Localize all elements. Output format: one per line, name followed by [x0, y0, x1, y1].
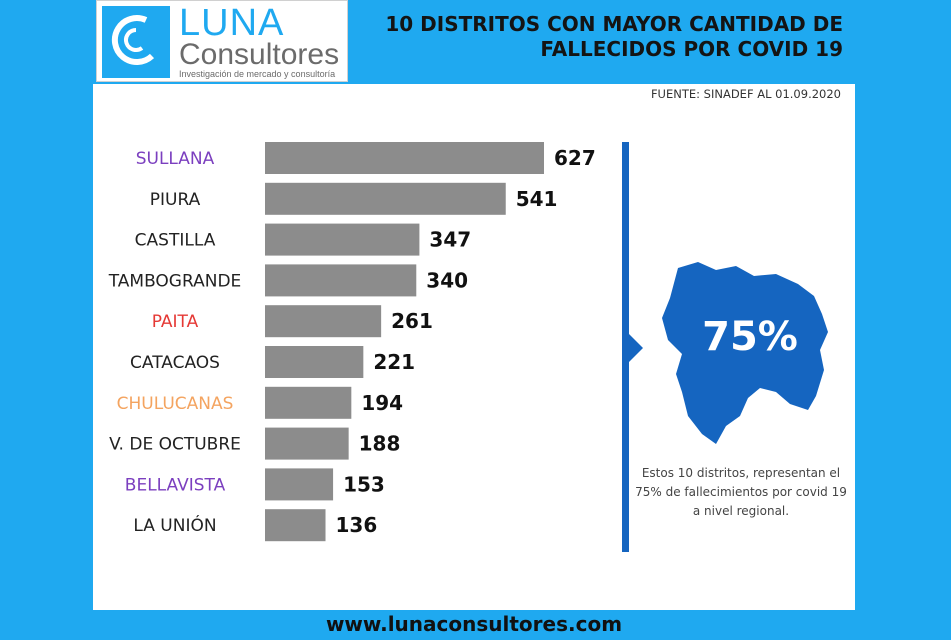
bar: [265, 223, 420, 256]
brand-name-line2: Consultores: [179, 38, 340, 71]
bar-chart: SULLANA 627 PIURA 541 CASTILLA 347 TAMBOGRANDE…: [108, 142, 596, 542]
chart-title-line2: FALLECIDOS POR COVID 19: [540, 37, 843, 61]
bar: [265, 182, 506, 215]
data-label: 188: [359, 432, 401, 456]
divider-bar: [622, 142, 629, 552]
category-label: BELLAVISTA: [125, 475, 226, 495]
category-label: LA UNIÓN: [133, 514, 216, 536]
data-label: 347: [429, 228, 471, 252]
data-label: 194: [361, 391, 403, 415]
divider-arrow-icon: [629, 334, 643, 362]
data-label: 136: [336, 513, 378, 537]
bar: [265, 386, 352, 419]
chart-title: 10 DISTRITOS CON MAYOR CANTIDAD DE FALLE…: [343, 12, 843, 62]
data-label: 153: [343, 472, 385, 496]
bar: [265, 509, 326, 542]
brand-name-line1: LUNA: [179, 2, 285, 44]
data-label: 221: [373, 350, 415, 374]
bar: [265, 427, 349, 460]
source-note: FUENTE: SINADEF AL 01.09.2020: [650, 87, 841, 101]
data-label: 627: [554, 146, 596, 170]
bar: [265, 305, 382, 338]
data-label: 340: [426, 268, 468, 292]
category-label: SULLANA: [136, 149, 215, 169]
data-label: 261: [391, 309, 433, 333]
brand-tagline: Investigación de mercado y consultoría: [179, 69, 336, 79]
category-label: CHULUCANAS: [117, 394, 234, 414]
brand-logo: LUNA Consultores Investigación de mercad…: [96, 0, 348, 82]
category-label: PAITA: [152, 312, 199, 332]
category-label: CASTILLA: [135, 231, 216, 251]
bar: [265, 346, 364, 378]
category-label: PIURA: [150, 190, 201, 210]
luna-logo-icon: [102, 6, 170, 78]
percentage-value: 75%: [702, 314, 798, 360]
bar: [265, 468, 334, 501]
category-label: CATACAOS: [130, 353, 220, 373]
category-label: V. DE OCTUBRE: [109, 435, 241, 455]
chart-title-line1: 10 DISTRITOS CON MAYOR CANTIDAD DE: [385, 12, 843, 36]
region-map-icon: [662, 262, 828, 444]
bar: [265, 264, 417, 297]
website-link[interactable]: www.lunaconsultores.com: [325, 612, 623, 636]
data-label: 541: [516, 187, 558, 211]
summary-caption: Estos 10 distritos, representan el 75% d…: [635, 466, 847, 518]
bar: [265, 142, 544, 174]
category-label: TAMBOGRANDE: [108, 271, 242, 291]
